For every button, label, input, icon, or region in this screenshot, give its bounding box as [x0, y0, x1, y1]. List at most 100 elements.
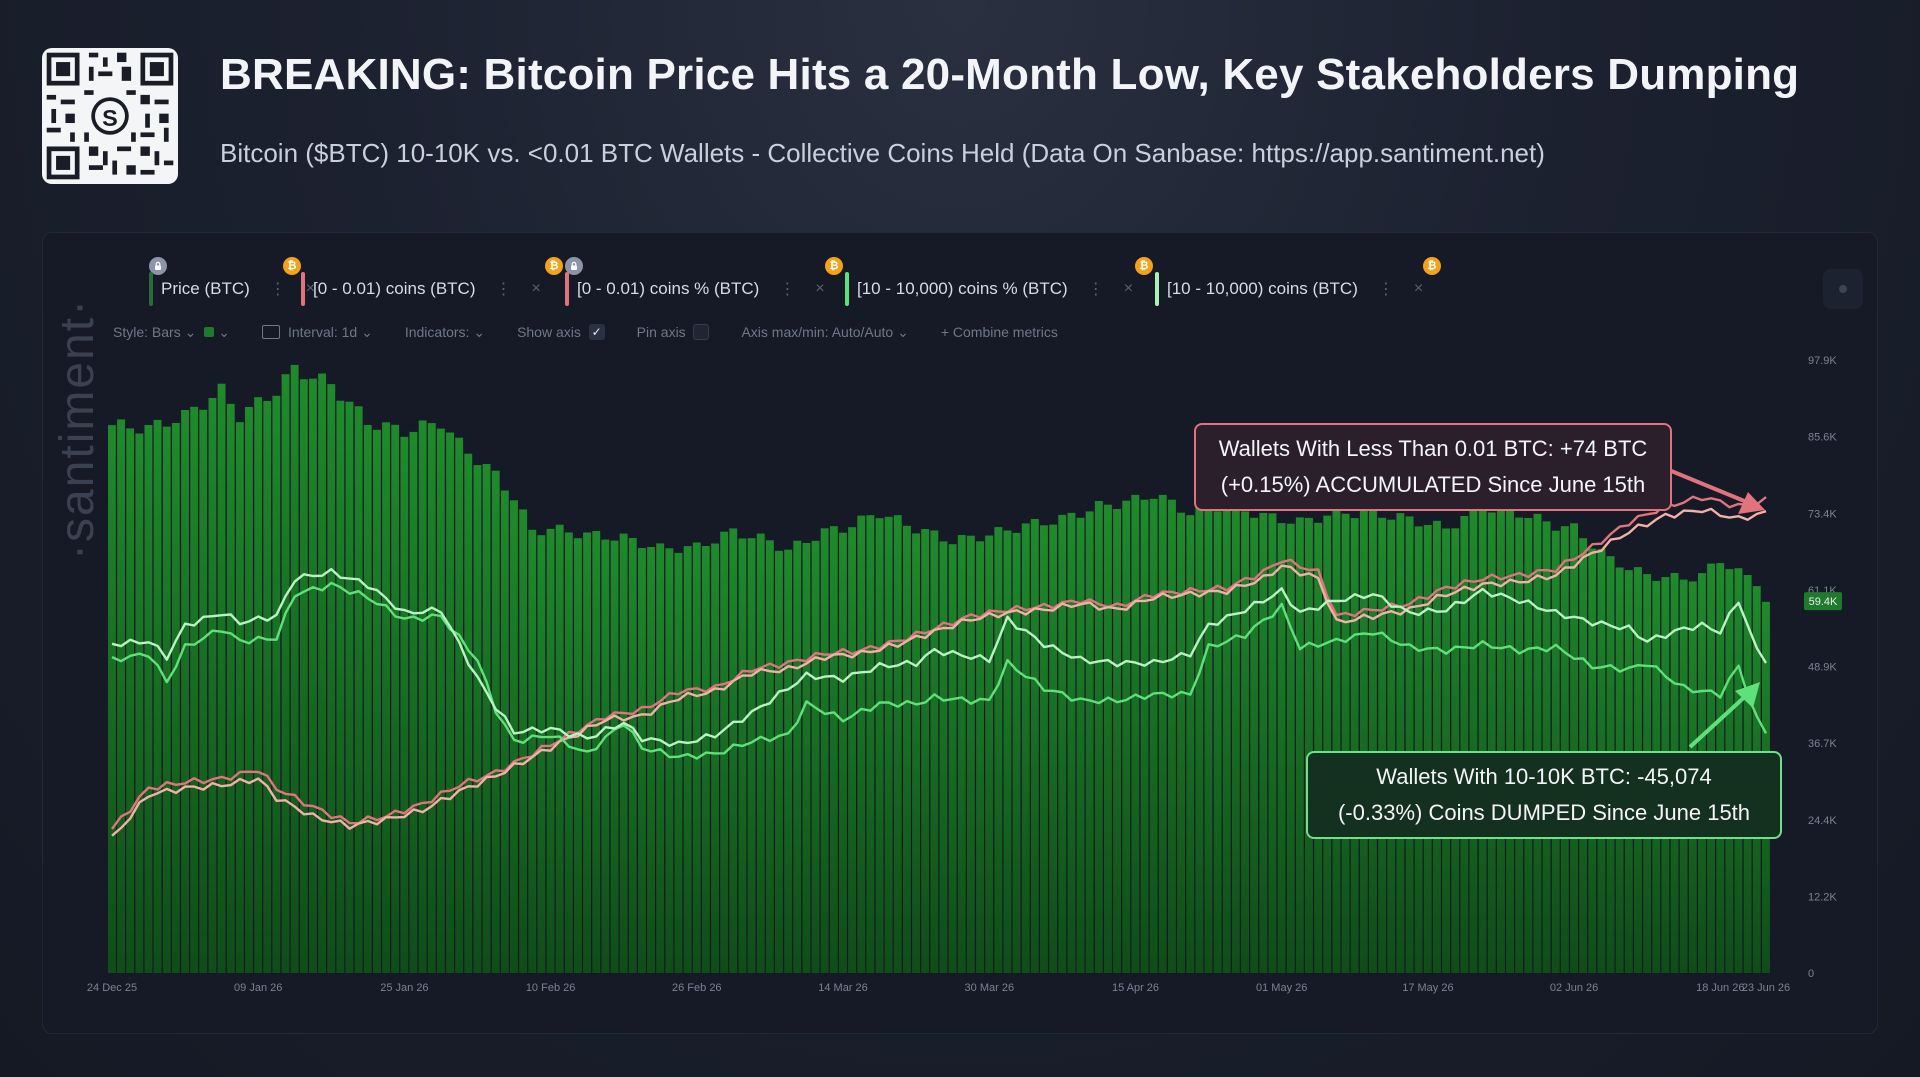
price-bar [574, 538, 582, 973]
x-tick-label: 02 Jun 26 [1550, 982, 1598, 994]
checkbox-checked-icon[interactable]: ✓ [588, 324, 605, 340]
close-icon[interactable]: × [1413, 280, 1424, 297]
large-wallets-pct-line [111, 581, 1768, 760]
price-bar [930, 530, 939, 973]
combine-metrics-button[interactable]: + Combine metrics [941, 324, 1058, 340]
price-bar [1012, 532, 1021, 973]
chevron-down-icon: ⌄ [218, 323, 230, 340]
price-bar [939, 541, 948, 973]
price-bar [1003, 530, 1012, 973]
style-dropdown[interactable]: Style: Bars ⌄ [113, 324, 196, 341]
indicators-dropdown[interactable]: Indicators: ⌄ [405, 324, 485, 341]
close-icon[interactable]: × [1123, 280, 1134, 297]
price-bar [1140, 499, 1149, 973]
price-bar [363, 425, 372, 973]
x-tick-label: 25 Jan 26 [380, 982, 428, 994]
more-icon[interactable]: ⋮ [1377, 281, 1394, 298]
metric-chip-label: Price (BTC) [161, 279, 250, 298]
price-bar [254, 397, 263, 973]
price-bar [656, 543, 665, 973]
price-bar [108, 425, 116, 974]
bitcoin-icon: ₿ [1423, 257, 1441, 275]
price-bars [108, 364, 1770, 974]
chart-toolbar: Style: Bars ⌄ ⌄ Interval: 1d ⌄ Indicator… [113, 321, 1066, 343]
price-bar [966, 535, 975, 973]
chart-settings-button[interactable] [1823, 269, 1863, 309]
color-swatch [204, 327, 215, 337]
more-icon[interactable]: ⋮ [779, 281, 796, 298]
metric-chip-price[interactable]: Price (BTC) ⋮ × [149, 269, 315, 309]
color-picker[interactable]: ⌄ [204, 324, 230, 341]
price-bar [272, 395, 281, 973]
price-bar [1122, 500, 1131, 973]
price-bar [711, 543, 719, 973]
metric-chip-label: [0 - 0.01) coins % (BTC) [577, 279, 760, 298]
price-bar [473, 465, 482, 973]
price-bar [162, 426, 171, 974]
close-icon[interactable]: × [531, 280, 541, 297]
interval-dropdown[interactable]: Interval: 1d ⌄ [261, 324, 373, 341]
price-bar [1305, 517, 1313, 973]
metric-chip-small-coins-pct[interactable]: [0 - 0.01) coins % (BTC) ⋮ × [565, 269, 825, 309]
price-bar [117, 419, 125, 973]
pin-axis-label: Pin axis [636, 324, 686, 340]
metric-color-bar [149, 272, 153, 306]
x-tick-label: 01 May 26 [1256, 982, 1307, 994]
price-bar [217, 383, 226, 973]
lock-icon [565, 257, 583, 275]
price-bar [811, 540, 820, 973]
pin-axis-toggle[interactable]: Pin axis [637, 324, 710, 340]
price-bar [153, 419, 162, 973]
close-icon[interactable]: × [305, 280, 316, 297]
price-bar [921, 529, 930, 973]
price-bar [1460, 516, 1469, 973]
price-bar [519, 509, 528, 973]
x-tick-label: 15 Apr 26 [1112, 982, 1159, 994]
show-axis-toggle[interactable]: Show axis ✓ [517, 324, 605, 340]
y-tick-label: 85.6K [1808, 432, 1837, 444]
price-bar [1469, 506, 1478, 973]
price-bar [1113, 509, 1121, 973]
price-bar [1259, 512, 1268, 973]
price-bar [528, 529, 537, 973]
price-bar [382, 422, 390, 973]
metric-chip-large-coins[interactable]: [10 - 10,000) coins (BTC) ⋮ × [1155, 269, 1423, 309]
metric-chip-large-coins-pct[interactable]: [10 - 10,000) coins % (BTC) ⋮ × [845, 269, 1133, 309]
price-bar [1186, 515, 1195, 973]
price-bar [1277, 523, 1286, 973]
price-bar [555, 524, 564, 973]
more-icon[interactable]: ⋮ [269, 281, 286, 298]
price-bar [181, 410, 189, 973]
more-icon[interactable]: ⋮ [495, 281, 512, 298]
price-bar [144, 425, 153, 973]
price-bar [1478, 509, 1487, 973]
checkbox-empty-icon[interactable] [693, 324, 710, 340]
price-bar [418, 420, 427, 973]
price-bar [912, 533, 920, 973]
price-bar [1396, 513, 1405, 973]
style-label: Style: Bars [113, 324, 181, 340]
price-bar [135, 433, 144, 973]
metric-chip-label: [10 - 10,000) coins % (BTC) [857, 279, 1068, 298]
y-tick-label: 48.9K [1808, 662, 1837, 674]
metric-chip-label: [0 - 0.01) coins (BTC) [313, 279, 476, 298]
price-bar [290, 364, 299, 973]
callout-arrows [1663, 466, 1765, 749]
price-bar [263, 401, 272, 973]
price-bar [455, 437, 464, 973]
price-bar [391, 424, 400, 973]
metric-chip-small-coins[interactable]: [0 - 0.01) coins (BTC) ⋮ × [301, 269, 541, 309]
axis-minmax-dropdown[interactable]: Axis max/min: Auto/Auto ⌄ [741, 324, 908, 341]
settings-dot-icon [1839, 285, 1847, 293]
price-bar [1341, 513, 1350, 973]
close-icon[interactable]: × [815, 280, 825, 297]
price-bar [784, 549, 793, 973]
price-bar [1085, 511, 1094, 973]
y-tick-label: 0 [1808, 968, 1814, 980]
price-bar [1570, 523, 1578, 973]
y-tick-label: 24.4K [1808, 815, 1837, 827]
metric-color-bar [565, 272, 569, 306]
price-bar [1350, 518, 1359, 973]
more-icon[interactable]: ⋮ [1087, 281, 1104, 298]
metric-chips: Price (BTC) ⋮ × ₿ [0 - 0.01) coins (BTC)… [109, 233, 1489, 306]
